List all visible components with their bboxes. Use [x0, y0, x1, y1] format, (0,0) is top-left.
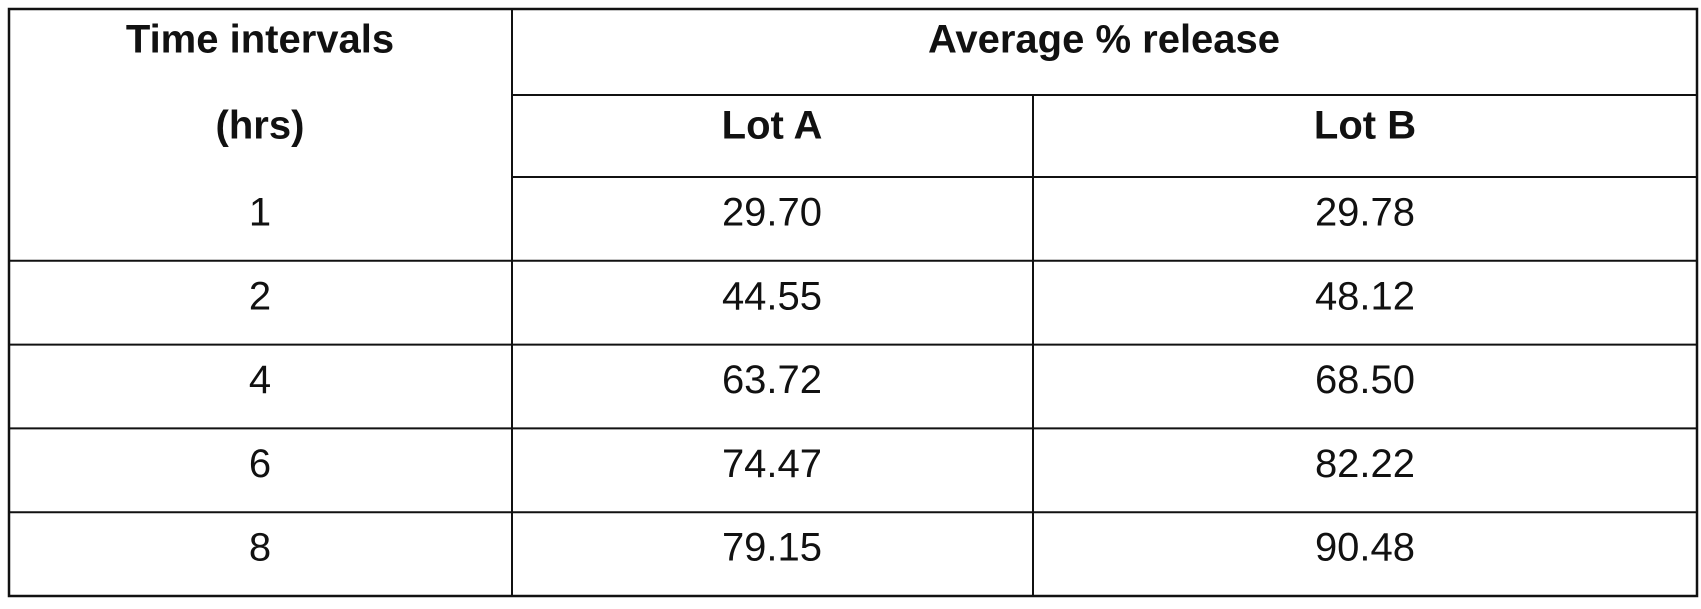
table-cell: 29.70: [722, 190, 822, 234]
table-cell: 29.78: [1315, 190, 1415, 234]
table-cell: 8: [249, 526, 271, 570]
table-cell: 2: [249, 274, 271, 318]
table-cell: 74.47: [722, 442, 822, 486]
table-cell: 4: [249, 358, 271, 402]
header-cell: Lot B: [1314, 104, 1416, 148]
header-cell: (hrs): [216, 104, 305, 148]
table-cell: 79.15: [722, 526, 822, 570]
header-cell: Lot A: [722, 104, 823, 148]
table-cell: 90.48: [1315, 526, 1415, 570]
header-cell: Average % release: [928, 18, 1280, 62]
table: Time intervals (hrs) Average % release L…: [0, 0, 1701, 609]
table-cell: 1: [249, 190, 271, 234]
table-cell: 68.50: [1315, 358, 1415, 402]
table-cell: 82.22: [1315, 442, 1415, 486]
table-cell: 63.72: [722, 358, 822, 402]
page: Time intervals (hrs) Average % release L…: [0, 0, 1701, 609]
table-cell: 6: [249, 442, 271, 486]
header-cell: Time intervals: [126, 18, 394, 62]
table-cell: 44.55: [722, 274, 822, 318]
table-cell: 48.12: [1315, 274, 1415, 318]
